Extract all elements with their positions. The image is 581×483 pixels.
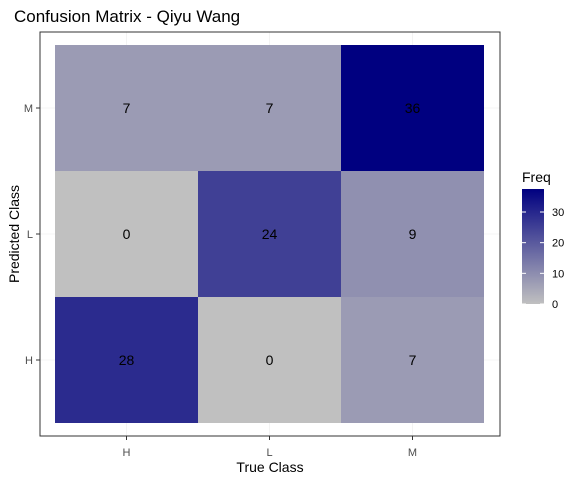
heatmap-cell [341,45,484,171]
heatmap-cell [341,297,484,423]
x-tick-label: M [408,447,417,459]
legend: Freq 0 10 20 30 [522,169,564,311]
legend-ticks: 0 10 20 30 [522,207,564,311]
y-axis: H L M [24,103,40,367]
x-tick-label: L [266,447,272,459]
cell-value-label: 9 [409,226,417,242]
cell-value-label: 0 [123,226,131,242]
x-tick-label: H [123,447,131,459]
heatmap-cell [341,171,484,297]
x-axis-title: True Class [236,459,303,475]
cell-value-label: 7 [266,100,274,116]
heatmap-cells [55,45,484,423]
legend-title: Freq [522,169,551,185]
cell-value-label: 28 [119,352,135,368]
chart-title: Confusion Matrix - Qiyu Wang [14,7,240,26]
cell-value-label: 0 [266,352,274,368]
heatmap-cell [55,297,198,423]
cell-labels: 7 7 36 0 24 9 28 0 7 [119,100,421,368]
legend-tick-label: 30 [552,207,564,219]
cell-value-label: 36 [405,100,421,116]
legend-tick-label: 10 [552,268,564,280]
cell-value-label: 7 [123,100,131,116]
heatmap-cell [198,45,341,171]
y-axis-title: Predicted Class [6,185,22,283]
legend-tick-label: 20 [552,238,564,250]
cell-value-label: 7 [409,352,417,368]
cell-value-label: 24 [262,226,278,242]
legend-tick-label: 0 [552,299,558,311]
y-tick-label: L [27,229,33,241]
legend-colorbar [522,189,544,304]
y-tick-label: M [24,103,33,115]
heatmap-cell [55,45,198,171]
heatmap-cell [198,171,341,297]
y-tick-label: H [25,355,33,367]
heatmap-cell [198,297,341,423]
heatmap-cell [55,171,198,297]
